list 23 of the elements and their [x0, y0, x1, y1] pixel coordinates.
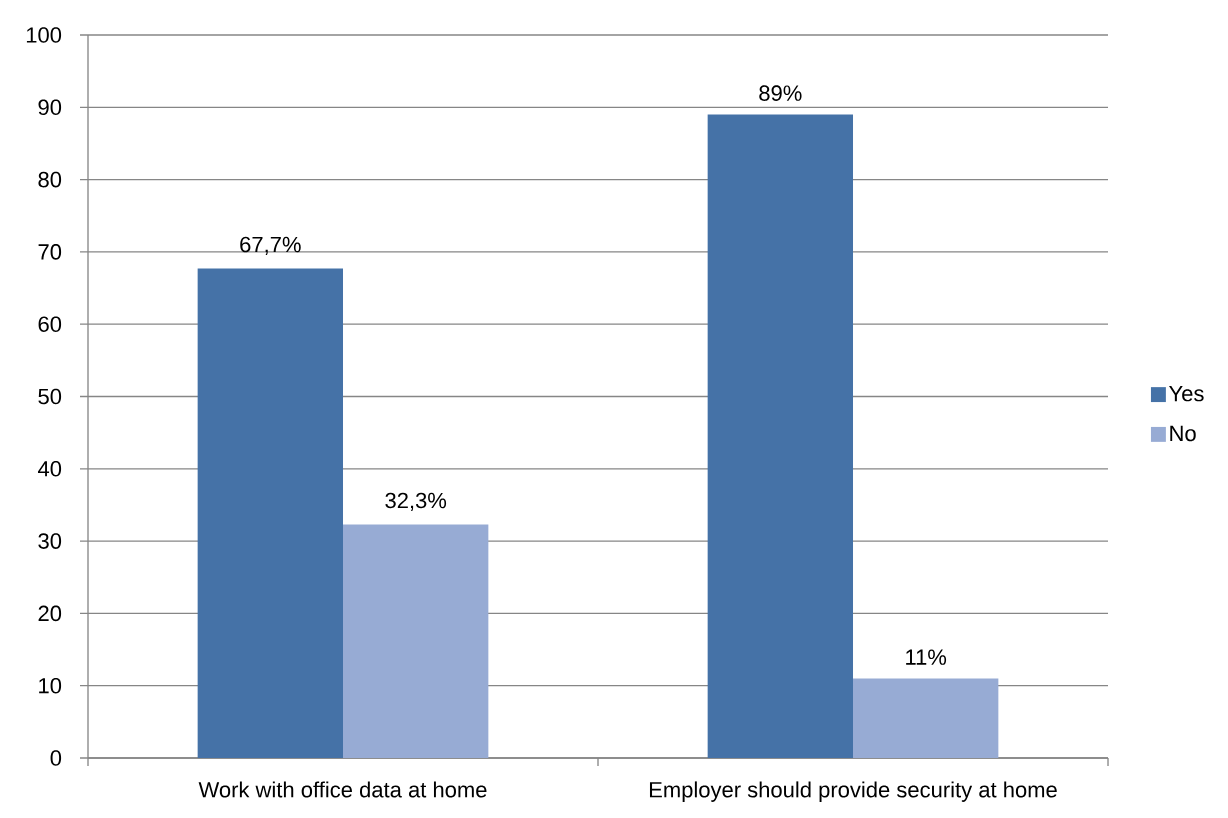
y-tick-label: 40: [37, 461, 62, 477]
data-label: 11%: [906, 649, 947, 665]
legend-label: No: [1170, 425, 1196, 442]
legend-label: Yes: [1169, 386, 1204, 402]
y-tick-label: 30: [38, 533, 62, 549]
data-label: 89%: [759, 85, 802, 101]
y-tick-label: 10: [39, 677, 62, 694]
y-tick-label: 20: [38, 605, 62, 622]
x-tick-label: Work with office data at home: [198, 781, 487, 798]
bar: [343, 524, 489, 758]
data-label: 67,7%: [240, 236, 301, 255]
y-tick-label: 90: [38, 99, 62, 116]
y-tick-label: 50: [38, 388, 62, 405]
bar: [853, 678, 999, 758]
x-tick-label: Employer should provide security at home: [649, 781, 1057, 802]
bar: [197, 268, 344, 758]
y-tick-label: 80: [38, 171, 62, 188]
bar: [707, 114, 854, 758]
y-tick-label: 60: [38, 316, 62, 332]
y-tick-label: 0: [50, 750, 62, 766]
y-tick-label: 70: [38, 244, 62, 260]
data-label: 32,3%: [385, 492, 447, 511]
y-tick-label: 100: [26, 27, 62, 43]
